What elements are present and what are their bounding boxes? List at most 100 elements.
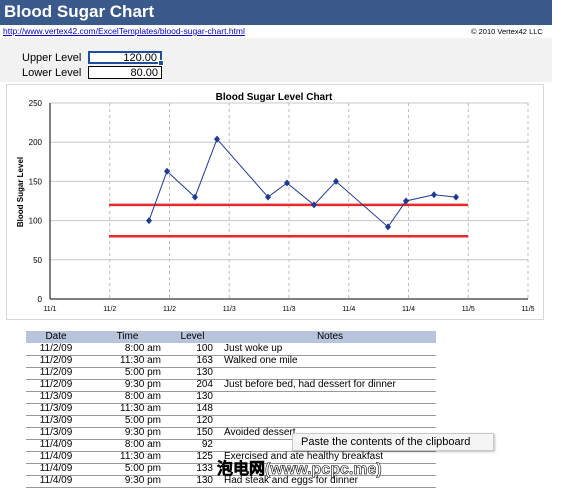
table-row[interactable]: 11/2/09 5:00 pm 130	[26, 367, 436, 380]
cell-level: 133	[196, 463, 213, 474]
cell-time: 5:00 pm	[124, 367, 161, 378]
title-bar-edge	[552, 0, 565, 25]
data-point[interactable]	[453, 193, 459, 201]
header-date: Date	[45, 331, 67, 342]
data-point[interactable]	[164, 167, 170, 175]
chart-title: Blood Sugar Level Chart	[216, 92, 333, 103]
data-point[interactable]	[385, 223, 391, 231]
data-point[interactable]	[265, 193, 271, 201]
template-link[interactable]: http://www.vertex42.com/ExcelTemplates/b…	[3, 26, 245, 36]
cell-time: 11:30 am	[120, 403, 161, 414]
table-row[interactable]: 11/2/09 8:00 am 100 Just woke up	[26, 343, 436, 356]
blood-sugar-chart: Blood Sugar Level Chart Blood Sugar Leve…	[16, 92, 535, 313]
data-point[interactable]	[431, 191, 437, 199]
x-tick-label: 11/5	[521, 306, 534, 313]
lower-level-cell[interactable]: 80.00	[88, 66, 162, 79]
cell-time: 9:30 pm	[124, 475, 161, 486]
table-row[interactable]: 11/4/09 8:00 am 92	[26, 439, 436, 452]
data-point[interactable]	[214, 135, 220, 143]
cell-date: 11/3/09	[39, 415, 73, 426]
table-row[interactable]: 11/4/09 5:00 pm 133	[26, 463, 436, 476]
x-tick-label: 11/2	[103, 306, 116, 313]
table-row[interactable]: 11/4/09 11:30 am 125 Exercised and ate heal…	[26, 451, 436, 464]
cell-time: 11:30 am	[120, 355, 161, 366]
cell-level: 130	[196, 475, 213, 486]
cell-level: 130	[196, 367, 213, 378]
cell-time: 9:30 pm	[124, 379, 161, 390]
table-row[interactable]: 11/3/09 5:00 pm 120	[26, 415, 436, 428]
cell-time: 11:30 am	[120, 451, 161, 462]
cell-notes: Walked one mile	[224, 355, 298, 366]
cell-notes: Had steak and eggs for dinner	[224, 475, 358, 486]
sheet-title: Blood Sugar Chart	[4, 2, 155, 21]
y-tick-label: 150	[29, 177, 43, 186]
cell-date: 11/3/09	[39, 403, 73, 414]
cell-time: 8:00 am	[124, 343, 161, 354]
upper-level-label: Upper Level	[22, 52, 82, 64]
data-point[interactable]	[146, 217, 152, 225]
x-tick-label: 11/4	[402, 306, 415, 313]
data-point[interactable]	[333, 177, 339, 185]
cell-date: 11/2/09	[39, 367, 73, 378]
cell-date: 11/4/09	[39, 475, 73, 486]
data-point[interactable]	[403, 197, 409, 205]
cell-date: 11/2/09	[39, 343, 73, 354]
cell-level: 163	[196, 355, 213, 366]
table-row[interactable]: 11/4/09 9:30 pm 130 Had steak and eggs for …	[26, 475, 436, 488]
y-tick-label: 200	[29, 138, 43, 147]
table-row[interactable]: 11/3/09 9:30 pm 150 Avoided dessert	[26, 427, 436, 440]
cell-level: 150	[196, 427, 213, 438]
x-tick-label: 11/5	[462, 306, 475, 313]
x-tick-label: 11/2	[163, 306, 176, 313]
watermark-text: 泡电网(www.pcpc.me)	[217, 461, 382, 479]
cell-level: 92	[201, 439, 213, 450]
cell-level: 100	[196, 343, 213, 354]
upper-level-cell[interactable]: 120.00	[88, 51, 164, 66]
data-point[interactable]	[284, 179, 290, 187]
x-tick-label: 11/3	[223, 306, 236, 313]
cell-time: 8:00 am	[124, 439, 161, 450]
paste-tooltip: Paste the contents of the clipboard	[292, 433, 494, 451]
url-row	[0, 25, 552, 38]
table-header: Date Time Level Notes	[26, 331, 436, 343]
cell-date: 11/2/09	[39, 379, 73, 390]
cell-level: 148	[196, 403, 213, 414]
cell-date: 11/4/09	[39, 463, 73, 474]
copyright-text: © 2010 Vertex42 LLC	[471, 27, 543, 36]
fill-handle[interactable]	[158, 60, 164, 66]
cell-date: 11/2/09	[39, 355, 73, 366]
cell-time: 8:00 am	[124, 391, 161, 402]
cell-notes: Avoided dessert	[224, 427, 296, 438]
chart-frame[interactable]	[6, 84, 544, 320]
series-line	[148, 138, 457, 228]
table-row[interactable]: 11/2/09 11:30 am 163 Walked one mile	[26, 355, 436, 368]
header-notes: Notes	[316, 331, 344, 342]
table-row[interactable]: 11/3/09 11:30 am 148	[26, 403, 436, 416]
x-tick-label: 11/4	[342, 306, 355, 313]
cell-date: 11/4/09	[39, 439, 73, 450]
cell-time: 5:00 pm	[124, 415, 161, 426]
cell-level: 204	[196, 379, 213, 390]
table-row[interactable]: 11/2/09 9:30 pm 204 Just before bed, had de…	[26, 379, 436, 392]
y-axis-label: Blood Sugar Level	[16, 157, 25, 227]
cell-level: 120	[196, 415, 213, 426]
y-tick-label: 50	[33, 256, 42, 265]
cell-level: 130	[196, 391, 213, 402]
x-tick-label: 11/1	[43, 306, 56, 313]
cell-notes: Just before bed, had dessert for dinner	[224, 379, 396, 390]
data-point[interactable]	[192, 193, 198, 201]
cell-time: 9:30 pm	[124, 427, 161, 438]
cell-time: 5:00 pm	[124, 463, 161, 474]
header-level: Level	[180, 331, 205, 342]
lower-level-value: 80.00	[130, 67, 158, 79]
y-tick-label: 250	[29, 99, 43, 108]
y-tick-label: 0	[38, 295, 43, 304]
table-row[interactable]: 11/3/09 8:00 am 130	[26, 391, 436, 404]
cell-date: 11/3/09	[39, 391, 73, 402]
x-tick-label: 11/3	[282, 306, 295, 313]
y-tick-label: 100	[29, 217, 43, 226]
cell-level: 125	[196, 451, 213, 462]
data-point[interactable]	[311, 201, 317, 209]
upper-level-value: 120.00	[123, 52, 157, 64]
cell-notes: Just woke up	[224, 343, 283, 354]
